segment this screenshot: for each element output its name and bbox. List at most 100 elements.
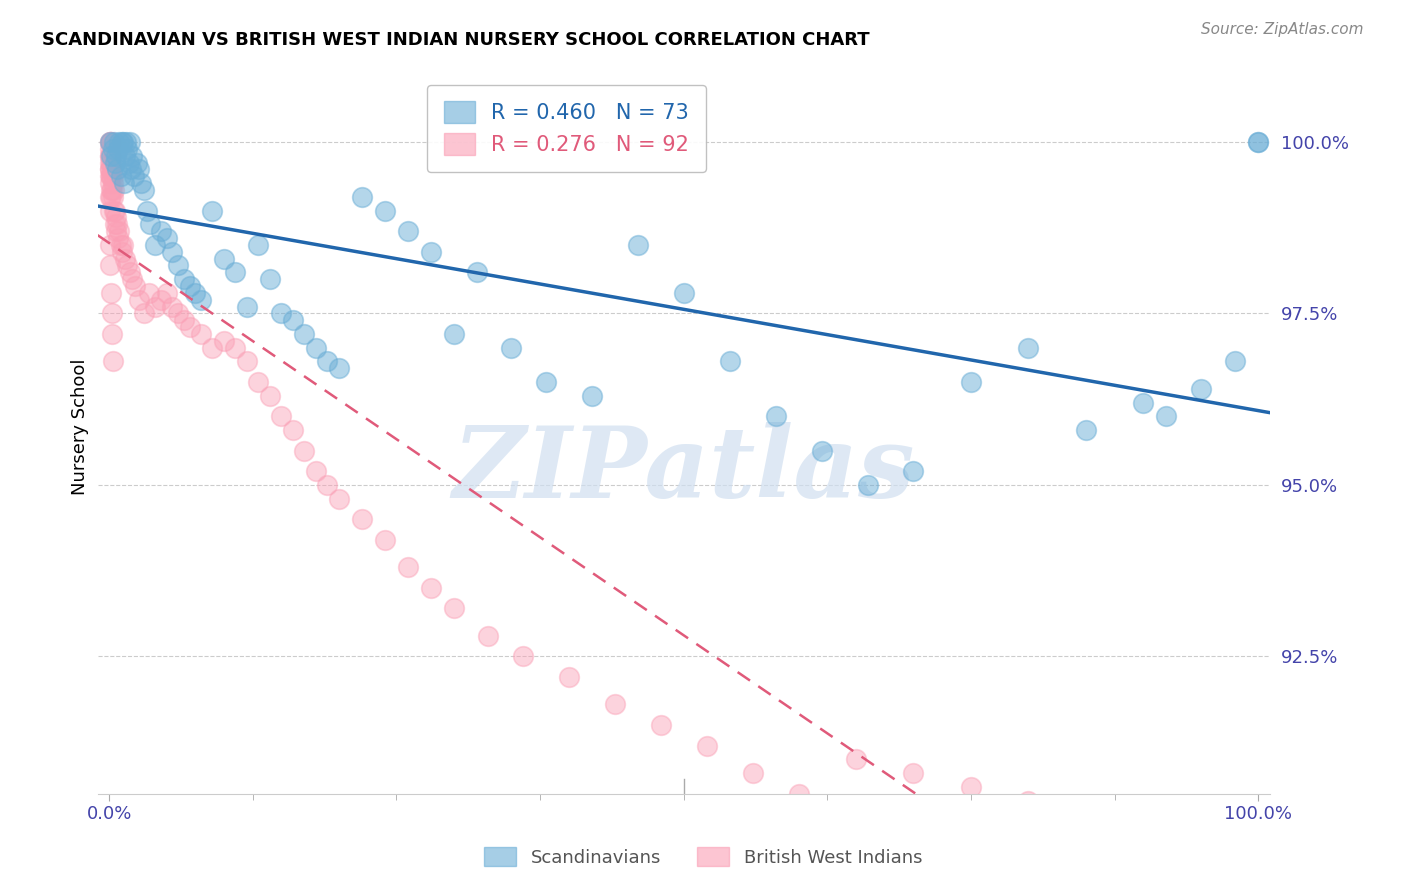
British West Indians	[741, 766, 763, 780]
British West Indians	[557, 670, 579, 684]
Scandinavians	[129, 176, 152, 190]
Scandinavians	[810, 443, 832, 458]
Text: Source: ZipAtlas.com: Source: ZipAtlas.com	[1201, 22, 1364, 37]
British West Indians	[167, 306, 190, 320]
British West Indians	[100, 135, 122, 149]
Scandinavians	[305, 341, 328, 355]
British West Indians	[101, 354, 124, 368]
Scandinavians	[1017, 341, 1039, 355]
British West Indians	[98, 162, 121, 177]
Scandinavians	[581, 389, 603, 403]
British West Indians	[124, 279, 146, 293]
Scandinavians	[224, 265, 246, 279]
British West Indians	[101, 162, 124, 177]
Scandinavians	[247, 237, 270, 252]
British West Indians	[162, 300, 184, 314]
Scandinavians	[121, 148, 143, 162]
Scandinavians	[125, 155, 148, 169]
British West Indians	[603, 698, 626, 712]
British West Indians	[350, 512, 373, 526]
Scandinavians	[128, 162, 150, 177]
British West Indians	[104, 203, 127, 218]
British West Indians	[103, 203, 125, 218]
British West Indians	[100, 190, 122, 204]
British West Indians	[117, 259, 139, 273]
British West Indians	[114, 252, 136, 266]
Scandinavians	[114, 148, 136, 162]
Y-axis label: Nursery School: Nursery School	[72, 359, 89, 495]
Scandinavians	[132, 183, 155, 197]
British West Indians	[98, 162, 121, 177]
British West Indians	[224, 341, 246, 355]
Legend: Scandinavians, British West Indians: Scandinavians, British West Indians	[477, 840, 929, 874]
Scandinavians	[1074, 423, 1097, 437]
Scandinavians	[167, 259, 190, 273]
Legend: R = 0.460   N = 73, R = 0.276   N = 92: R = 0.460 N = 73, R = 0.276 N = 92	[427, 85, 706, 172]
British West Indians	[201, 341, 224, 355]
Scandinavians	[111, 135, 134, 149]
British West Indians	[111, 244, 134, 259]
Scandinavians	[1189, 382, 1212, 396]
British West Indians	[173, 313, 195, 327]
British West Indians	[100, 148, 122, 162]
Scandinavians	[1156, 409, 1178, 424]
Scandinavians	[1247, 135, 1270, 149]
British West Indians	[98, 176, 121, 190]
British West Indians	[104, 224, 127, 238]
British West Indians	[118, 265, 141, 279]
Scandinavians	[443, 326, 465, 341]
British West Indians	[121, 272, 143, 286]
British West Indians	[1189, 814, 1212, 829]
Scandinavians	[115, 135, 138, 149]
British West Indians	[98, 142, 121, 156]
British West Indians	[98, 155, 121, 169]
British West Indians	[143, 300, 166, 314]
British West Indians	[1132, 821, 1154, 835]
Scandinavians	[294, 326, 316, 341]
Scandinavians	[110, 169, 132, 184]
British West Indians	[101, 183, 124, 197]
Scandinavians	[765, 409, 787, 424]
Scandinavians	[316, 354, 339, 368]
British West Indians	[105, 217, 128, 231]
Scandinavians	[718, 354, 741, 368]
Scandinavians	[155, 231, 177, 245]
Scandinavians	[903, 464, 925, 478]
Scandinavians	[396, 224, 419, 238]
Scandinavians	[143, 237, 166, 252]
British West Indians	[650, 718, 672, 732]
Scandinavians	[105, 162, 128, 177]
Scandinavians	[104, 155, 127, 169]
British West Indians	[101, 169, 124, 184]
Scandinavians	[465, 265, 488, 279]
British West Indians	[281, 423, 304, 437]
British West Indians	[100, 169, 122, 184]
Scandinavians	[856, 478, 879, 492]
Scandinavians	[1132, 395, 1154, 409]
British West Indians	[419, 581, 441, 595]
British West Indians	[1017, 793, 1039, 807]
British West Indians	[443, 601, 465, 615]
Scandinavians	[270, 306, 292, 320]
Text: ZIPatlas: ZIPatlas	[453, 423, 915, 519]
British West Indians	[305, 464, 328, 478]
British West Indians	[328, 491, 350, 506]
British West Indians	[270, 409, 292, 424]
Scandinavians	[212, 252, 235, 266]
British West Indians	[294, 443, 316, 458]
British West Indians	[259, 389, 281, 403]
Scandinavians	[179, 279, 201, 293]
British West Indians	[100, 169, 122, 184]
Scandinavians	[259, 272, 281, 286]
British West Indians	[100, 155, 122, 169]
British West Indians	[316, 478, 339, 492]
Scandinavians	[162, 244, 184, 259]
Scandinavians	[1247, 135, 1270, 149]
Scandinavians	[117, 142, 139, 156]
Scandinavians	[108, 135, 131, 149]
Scandinavians	[184, 285, 207, 300]
British West Indians	[149, 293, 172, 307]
British West Indians	[103, 183, 125, 197]
British West Indians	[100, 135, 122, 149]
Scandinavians	[1225, 354, 1247, 368]
